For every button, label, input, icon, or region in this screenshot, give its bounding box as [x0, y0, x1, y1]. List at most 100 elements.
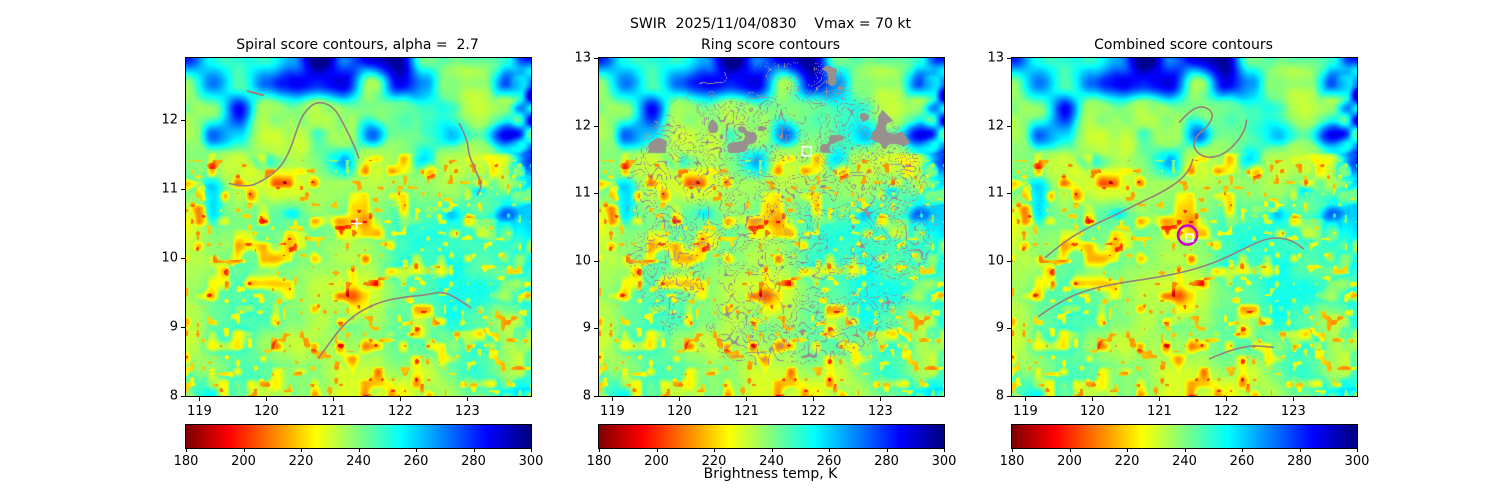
colorbar-tick-label: 280: [461, 454, 486, 469]
x-tick-label: 121: [320, 404, 346, 419]
contour-line: [458, 122, 482, 196]
contour-line: [1208, 345, 1275, 360]
x-tick-label: 123: [867, 404, 893, 419]
colorbar-tick-label: 300: [931, 454, 957, 469]
y-tick-label: 11: [574, 185, 591, 201]
y-tick-label: 9: [995, 320, 1004, 336]
y-tick-label: 12: [987, 118, 1004, 134]
square-marker: [801, 146, 812, 157]
panel-spiral-score: Spiral score contours, alpha = 2.7 11 9 12…: [161, 37, 543, 477]
contour-line: [1044, 158, 1194, 259]
colorbar: 180 200 220 240 260 280 300: [174, 424, 543, 469]
colorbar-tick-mark: [1127, 448, 1128, 452]
x-tick-label: 123: [1280, 404, 1306, 419]
y-tick-label: 11: [161, 181, 178, 197]
x-tick-label: 119: [1012, 404, 1038, 419]
circle-marker: [1176, 224, 1199, 246]
plus-marker: [351, 218, 363, 230]
x-tick-label: 121: [733, 404, 759, 419]
x-tick-mark: [467, 396, 469, 401]
x-tick-label: 120: [666, 404, 692, 419]
contour-overlay: [1038, 106, 1305, 360]
y-tick-label: 10: [987, 253, 1004, 269]
panel-combined-score: Combined score contours 119 120 121 122 123 8…: [987, 37, 1369, 477]
colorbar-tick-mark: [1357, 448, 1358, 452]
y-tick-label: 13: [574, 50, 591, 66]
colorbar-tick-mark: [1184, 448, 1186, 452]
y-tick-mark: [594, 58, 599, 59]
colorbar-tick-mark: [829, 448, 830, 452]
y-tick-mark: [594, 193, 599, 195]
colorbar-tick-mark: [714, 448, 715, 452]
x-tick-mark: [1159, 396, 1161, 401]
colorbar-tick-label: 280: [874, 454, 899, 469]
contour-line: [317, 291, 472, 359]
x-tick-mark: [880, 396, 882, 401]
x-tick-label: 120: [253, 404, 279, 419]
x-tick-label: 122: [1213, 404, 1239, 419]
colorbar-tick-mark: [1242, 448, 1243, 452]
panel-title: Spiral score contours, alpha = 2.7: [236, 37, 479, 53]
y-tick-label: 12: [574, 118, 591, 134]
colorbar-tick-mark: [243, 448, 245, 452]
colorbar-gradient-canvas: [186, 425, 531, 448]
figure-suptitle: SWIR 2025/11/04/0830 Vmax = 70 kt: [630, 16, 911, 32]
y-tick-mark: [181, 327, 186, 329]
x-tick-label: 121: [1146, 404, 1172, 419]
colorbar-tick-label: 200: [1057, 454, 1082, 469]
heatmap-canvas: [186, 58, 531, 396]
y-tick-mark: [1007, 125, 1012, 127]
x-tick-mark: [612, 396, 614, 401]
colorbar-tick-mark: [301, 448, 302, 452]
colorbar-tick-mark: [771, 448, 773, 452]
contour-line: [1038, 237, 1305, 317]
x-tick-label: 122: [800, 404, 826, 419]
colorbar-tick-label: 300: [518, 454, 544, 469]
y-tick-mark: [594, 328, 599, 330]
x-tick-label: 123: [454, 404, 480, 419]
y-tick-label: 10: [574, 253, 591, 269]
y-tick-mark: [594, 396, 599, 397]
colorbar-tick-mark: [531, 448, 532, 452]
colorbar-tick-label: 180: [999, 454, 1025, 469]
colorbar: 180 200 220 240 260 280 300: [1000, 424, 1369, 469]
x-tick-mark: [679, 396, 681, 401]
y-tick-label: 9: [169, 319, 178, 335]
colorbar-tick-label: 200: [644, 454, 669, 469]
colorbar-tick-label: 200: [231, 454, 256, 469]
plot-area: 119 120 121 122 123 8 9 10 11 12 13: [987, 51, 1358, 419]
colorbar-tick-mark: [944, 448, 945, 452]
contour-line: [246, 90, 264, 96]
y-tick-mark: [594, 260, 599, 262]
colorbar-tick-mark: [473, 448, 475, 452]
y-tick-label: 9: [582, 320, 591, 336]
colorbar-tick-mark: [416, 448, 417, 452]
colorbar-label: Brightness temp, K: [703, 466, 838, 482]
colorbar-tick-label: 240: [759, 454, 784, 469]
colorbar-tick-mark: [1012, 448, 1013, 452]
y-tick-mark: [1007, 396, 1012, 397]
x-tick-mark: [266, 396, 268, 401]
x-tick-mark: [333, 396, 335, 401]
panel-title: Ring score contours: [700, 37, 840, 53]
colorbar-tick-label: 240: [1172, 454, 1197, 469]
colorbar-tick-label: 220: [1114, 454, 1140, 469]
x-tick-mark: [400, 396, 402, 401]
y-tick-label: 11: [987, 185, 1004, 201]
colorbar-gradient-canvas: [1012, 425, 1357, 448]
y-tick-mark: [1007, 58, 1012, 59]
x-tick-label: 122: [387, 404, 413, 419]
x-tick-label: 120: [1079, 404, 1105, 419]
colorbar-tick-mark: [1299, 448, 1301, 452]
y-tick-mark: [181, 120, 186, 122]
y-tick-label: 8: [169, 388, 178, 404]
contour-line: [1178, 106, 1248, 159]
y-tick-label: 10: [161, 250, 178, 266]
y-tick-mark: [1007, 328, 1012, 330]
plot-area: 119 120 121 122 123 8 9 10 11 12 13: [574, 51, 945, 419]
x-tick-mark: [1092, 396, 1094, 401]
contour-overlay: [228, 90, 482, 359]
colorbar-tick-mark: [886, 448, 888, 452]
contour-line: [228, 101, 360, 187]
